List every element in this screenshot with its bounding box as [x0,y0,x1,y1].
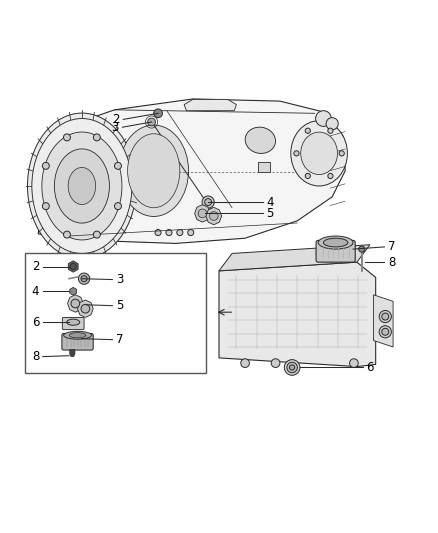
Ellipse shape [32,118,132,254]
Circle shape [154,109,162,118]
Ellipse shape [318,236,353,249]
FancyBboxPatch shape [62,334,93,350]
Ellipse shape [42,132,122,240]
Text: 8: 8 [388,256,395,269]
Circle shape [93,134,100,141]
Polygon shape [219,262,376,367]
Circle shape [114,203,121,209]
Circle shape [93,231,100,238]
Ellipse shape [245,127,276,154]
Ellipse shape [67,319,80,325]
Circle shape [187,230,194,236]
Circle shape [326,118,338,130]
Circle shape [81,276,87,282]
FancyBboxPatch shape [62,318,84,329]
Circle shape [328,173,333,179]
Text: 7: 7 [116,333,124,346]
Text: 5: 5 [116,299,123,312]
Ellipse shape [28,113,136,259]
Circle shape [155,230,161,236]
Circle shape [290,365,295,370]
Text: 7: 7 [388,240,396,253]
Circle shape [294,151,299,156]
Circle shape [42,163,49,169]
Polygon shape [374,295,393,347]
Text: 3: 3 [116,273,123,286]
Polygon shape [39,99,345,244]
Circle shape [177,230,183,236]
Text: 2: 2 [112,113,120,126]
Polygon shape [206,207,222,225]
Text: 6: 6 [32,316,39,329]
Circle shape [202,196,214,208]
Polygon shape [219,245,370,271]
Text: 2: 2 [32,260,39,273]
Ellipse shape [291,120,347,186]
Polygon shape [194,205,210,222]
Circle shape [166,230,172,236]
Ellipse shape [301,132,338,175]
Circle shape [114,163,121,169]
Circle shape [81,304,90,313]
Circle shape [328,128,333,133]
Polygon shape [70,287,77,295]
Ellipse shape [69,333,86,338]
Ellipse shape [323,238,348,247]
Polygon shape [68,261,78,272]
Circle shape [382,313,389,320]
Text: 5: 5 [266,207,273,220]
Text: 6: 6 [366,361,374,374]
Circle shape [339,151,344,156]
Circle shape [379,310,391,322]
Text: 1: 1 [239,306,246,319]
Circle shape [316,111,331,126]
Polygon shape [78,300,93,318]
Circle shape [284,360,300,375]
Circle shape [148,118,155,126]
Circle shape [205,199,212,206]
Ellipse shape [64,332,92,339]
Ellipse shape [54,149,110,223]
Circle shape [78,273,90,284]
Circle shape [209,212,218,220]
Polygon shape [70,350,75,357]
Polygon shape [67,295,83,312]
Ellipse shape [119,125,188,216]
Circle shape [359,246,365,252]
Circle shape [70,263,76,270]
Text: 4: 4 [32,285,39,298]
Circle shape [64,134,71,141]
Circle shape [42,203,49,209]
Circle shape [382,328,389,335]
Polygon shape [184,99,237,111]
Circle shape [305,173,311,179]
Bar [25,254,206,373]
Bar [258,162,270,172]
Circle shape [305,128,311,133]
Text: 4: 4 [266,196,273,208]
Circle shape [350,359,358,367]
Circle shape [379,326,391,338]
Ellipse shape [127,134,180,208]
Text: 3: 3 [112,121,119,134]
Text: 8: 8 [32,350,39,363]
Circle shape [287,362,297,373]
FancyBboxPatch shape [316,240,355,262]
Circle shape [241,359,250,367]
Ellipse shape [68,167,95,205]
Circle shape [271,359,280,367]
Circle shape [64,231,71,238]
Circle shape [71,299,80,308]
Circle shape [198,209,207,218]
